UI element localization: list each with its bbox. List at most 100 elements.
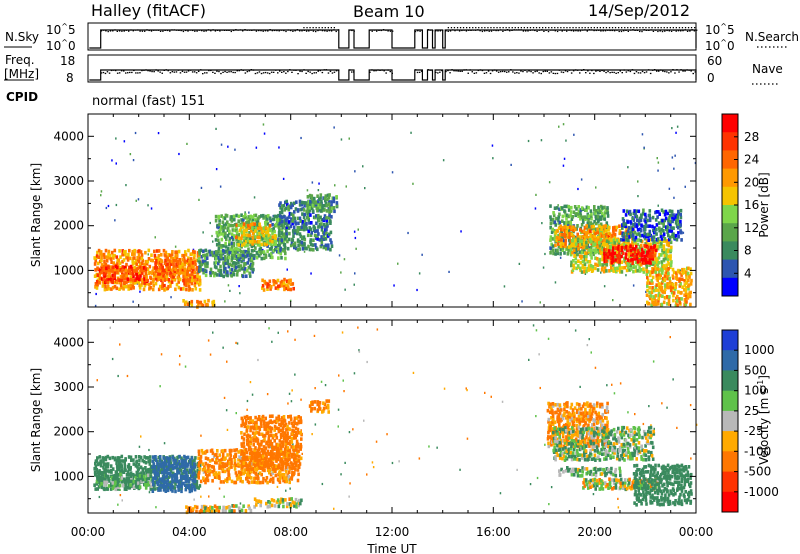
power-cell	[544, 252, 546, 256]
power-cell	[308, 193, 312, 198]
velocity-cell	[672, 378, 674, 381]
power-cell	[657, 282, 661, 286]
power-cell	[652, 260, 655, 265]
power-cell	[233, 217, 236, 222]
nave-sample	[125, 72, 127, 74]
power-cell	[198, 198, 200, 201]
velocity-cell	[272, 469, 276, 473]
velocity-cell	[653, 427, 655, 430]
nave-sample	[639, 72, 642, 74]
power-cell	[305, 222, 308, 226]
velocity-cell	[95, 468, 99, 472]
velocity-cell	[194, 485, 197, 490]
nsearch-sample	[687, 27, 690, 29]
nave-sample	[518, 72, 520, 74]
power-cell	[654, 288, 658, 292]
power-cell	[620, 254, 623, 259]
nave-sample	[337, 69, 340, 71]
power-cell	[160, 253, 163, 257]
velocity-cell	[261, 480, 265, 485]
velocity-cell	[313, 334, 316, 337]
velocity-cell	[137, 472, 141, 476]
nsky-sample	[677, 30, 680, 32]
velocity-cell	[695, 423, 698, 426]
power-cell	[151, 287, 155, 292]
power-cell	[285, 231, 288, 236]
nsky-sample	[137, 29, 139, 31]
power-cell	[572, 259, 575, 263]
velocity-cell	[187, 508, 190, 512]
power-cell	[572, 263, 575, 268]
power-cell	[606, 214, 610, 218]
power-cell	[647, 238, 650, 242]
power-cell	[193, 283, 197, 288]
nave-sample	[583, 69, 585, 71]
nave-sample	[534, 70, 536, 73]
power-cell	[636, 248, 640, 253]
nsky-sample	[289, 30, 292, 32]
power-cell	[593, 205, 596, 209]
nsky-sample	[506, 29, 509, 31]
power-cell	[694, 161, 697, 165]
velocity-cell	[230, 461, 233, 465]
power-cell	[258, 243, 262, 248]
power-cell	[679, 215, 683, 220]
power-cell	[239, 255, 243, 260]
velocity-cell	[200, 434, 202, 437]
power-cell	[283, 243, 286, 247]
power-cell	[266, 236, 270, 240]
power-cell	[629, 248, 633, 253]
power-cell	[253, 196, 256, 199]
power-cell	[126, 279, 130, 283]
nave-sample	[427, 69, 429, 71]
power-cell	[222, 229, 225, 233]
power-cell	[230, 253, 234, 257]
power-cell	[283, 249, 287, 253]
velocity-cell	[153, 480, 157, 485]
velocity-cell	[163, 480, 166, 484]
power-cell	[638, 252, 642, 256]
power-cell	[677, 268, 680, 273]
power-cell	[591, 268, 595, 273]
power-cell	[107, 252, 110, 257]
nave-sample	[487, 70, 490, 72]
power-cell	[285, 234, 288, 239]
nsky-sample	[262, 30, 264, 32]
velocity-cell	[203, 467, 207, 471]
power-cell	[293, 231, 297, 235]
velocity-cell	[248, 455, 251, 460]
velocity-cell	[268, 468, 272, 472]
velocity-cell	[229, 452, 232, 456]
velocity-cell	[181, 471, 184, 476]
power-cell	[251, 242, 254, 246]
power-cell	[139, 268, 143, 272]
nsky-sample	[552, 29, 554, 31]
power-cell	[644, 215, 648, 220]
power-cell	[113, 280, 116, 284]
velocity-cell	[191, 462, 194, 467]
power-cell	[278, 238, 282, 242]
power-cell	[632, 232, 635, 237]
velocity-cell	[337, 425, 339, 428]
power-cell	[164, 275, 167, 279]
nsky-sample	[146, 29, 148, 31]
nsearch-sample	[481, 27, 483, 29]
velocity-cell	[144, 486, 148, 490]
power-cell	[647, 301, 651, 306]
power-cell	[254, 246, 257, 250]
power-cell	[638, 265, 641, 270]
nsky-sample	[607, 29, 609, 31]
power-cell	[204, 256, 207, 261]
nave-sample	[167, 70, 169, 72]
power-cell	[179, 267, 182, 272]
nsky-sample	[465, 30, 468, 32]
velocity-cell	[165, 485, 168, 489]
nave-sample	[418, 71, 421, 73]
power-cell	[561, 246, 565, 250]
nsky-sample	[518, 29, 520, 31]
power-cell	[326, 197, 329, 202]
power-cell	[325, 231, 328, 236]
velocity-cell	[109, 326, 111, 329]
power-cell	[255, 223, 258, 227]
velocity-cell	[161, 477, 164, 481]
